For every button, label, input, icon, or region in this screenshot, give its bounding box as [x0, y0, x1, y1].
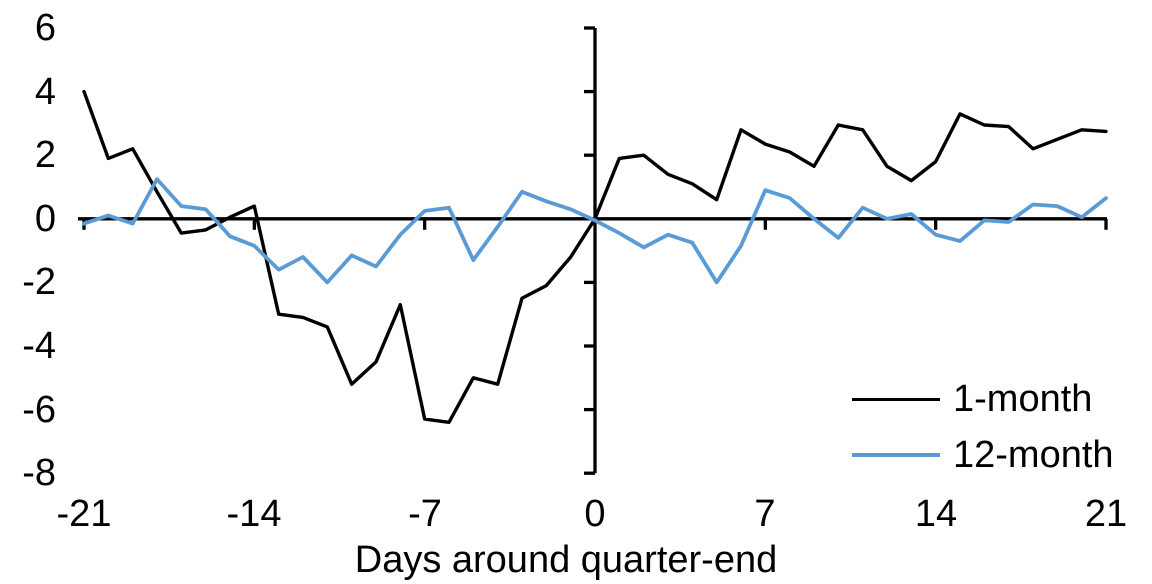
x-tick-label: -7: [408, 493, 442, 535]
x-tick-label: 7: [754, 493, 776, 535]
legend-line-sample-black: [852, 397, 940, 401]
x-tick-label: -21: [56, 493, 112, 535]
legend-line-sample-blue: [852, 453, 940, 457]
x-tick-label: 14: [914, 493, 958, 535]
x-tick-label: -14: [226, 493, 282, 535]
x-tick-label: 21: [1084, 493, 1128, 535]
y-tick-label: -8: [22, 452, 56, 494]
x-tick-label: 0: [584, 493, 606, 535]
legend-label: 1-month: [953, 378, 1093, 420]
y-tick-label: -2: [22, 261, 56, 303]
series-line-12-month: [82, 177, 1108, 285]
y-tick-label: 2: [34, 134, 56, 176]
y-tick-label: -6: [22, 389, 56, 431]
x-axis-title: Days around quarter-end: [354, 539, 778, 581]
y-tick-label: -4: [22, 325, 56, 367]
y-tick-label: 6: [34, 7, 56, 49]
legend-label: 12-month: [953, 434, 1114, 476]
legend-item-12-month: 12-month: [852, 433, 1114, 477]
legend-item-1-month: 1-month: [852, 377, 1092, 421]
y-tick-label: 4: [34, 71, 56, 113]
series-lines: [82, 89, 1108, 424]
y-tick-label: 0: [34, 198, 56, 240]
